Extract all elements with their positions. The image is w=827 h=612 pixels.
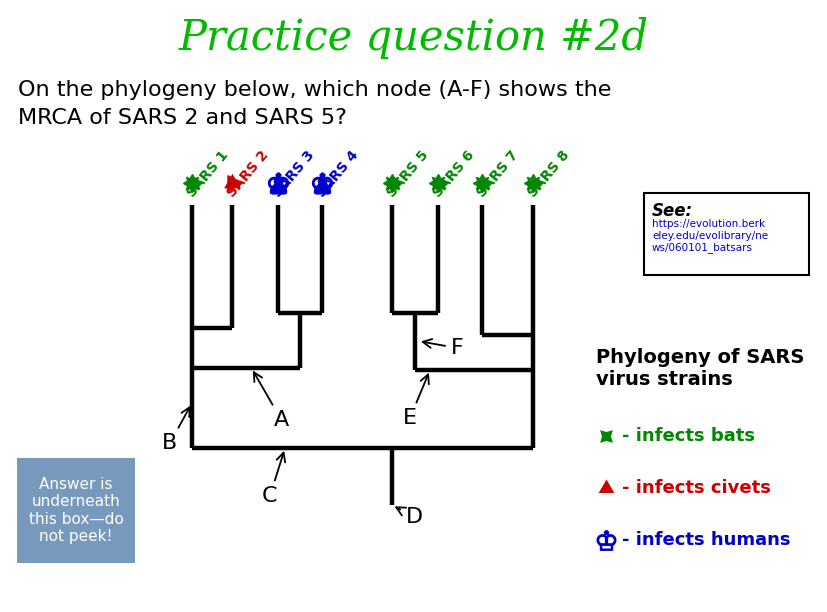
Text: A: A xyxy=(254,372,289,430)
Text: - infects humans: - infects humans xyxy=(621,531,790,549)
Text: SARS 6: SARS 6 xyxy=(430,148,476,200)
Text: Practice question #2d: Practice question #2d xyxy=(179,17,648,59)
Text: B: B xyxy=(162,407,189,453)
Text: SARS 2: SARS 2 xyxy=(224,148,270,200)
Text: SARS 3: SARS 3 xyxy=(270,148,317,200)
Text: Answer is
underneath
this box—do
not peek!: Answer is underneath this box—do not pee… xyxy=(29,477,123,544)
Text: C: C xyxy=(262,453,284,506)
Text: https://evolution.berk
eley.edu/evolibrary/ne
ws/060101_batsars: https://evolution.berk eley.edu/evolibra… xyxy=(651,219,767,253)
Text: SARS 4: SARS 4 xyxy=(314,148,361,200)
Text: SARS 1: SARS 1 xyxy=(184,148,231,200)
Text: SARS 7: SARS 7 xyxy=(474,148,520,200)
Text: - infects civets: - infects civets xyxy=(621,479,770,497)
Text: SARS 8: SARS 8 xyxy=(524,148,571,200)
Text: See:: See: xyxy=(651,202,692,220)
Text: E: E xyxy=(403,375,428,428)
Text: SARS 5: SARS 5 xyxy=(384,148,431,200)
Bar xyxy=(643,193,808,275)
Bar xyxy=(17,458,135,563)
Text: F: F xyxy=(423,338,463,358)
Text: Phylogeny of SARS
virus strains: Phylogeny of SARS virus strains xyxy=(595,348,803,389)
Text: MRCA of SARS 2 and SARS 5?: MRCA of SARS 2 and SARS 5? xyxy=(18,108,347,128)
Text: On the phylogeny below, which node (A-F) shows the: On the phylogeny below, which node (A-F)… xyxy=(18,80,610,100)
Text: D: D xyxy=(396,507,422,527)
Text: - infects bats: - infects bats xyxy=(621,427,754,445)
